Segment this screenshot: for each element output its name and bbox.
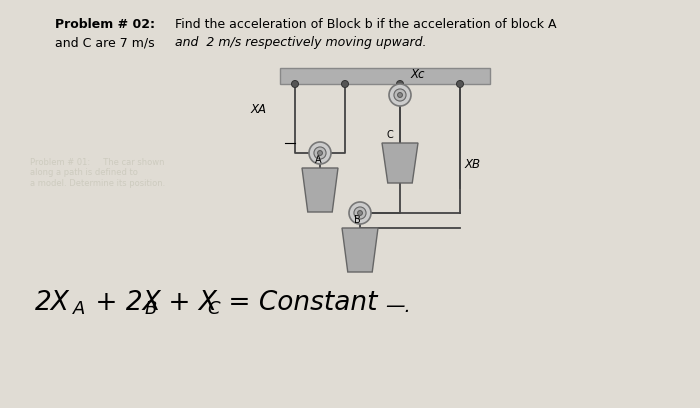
Text: = Constant: = Constant (220, 290, 377, 316)
Text: A: A (73, 300, 85, 318)
Circle shape (456, 80, 463, 87)
Text: Xc: Xc (410, 68, 424, 81)
Polygon shape (342, 228, 378, 272)
Text: Problem # 02:: Problem # 02: (55, 18, 155, 31)
Text: XB: XB (465, 158, 481, 171)
Text: + 2X: + 2X (87, 290, 161, 316)
Circle shape (349, 202, 371, 224)
Circle shape (398, 93, 402, 98)
Text: C: C (207, 300, 220, 318)
Text: B: B (145, 300, 158, 318)
Text: + X: + X (160, 290, 217, 316)
Polygon shape (382, 143, 418, 183)
Circle shape (291, 80, 298, 87)
Circle shape (314, 147, 326, 159)
Text: and C are 7 m/s: and C are 7 m/s (55, 36, 155, 49)
Text: 2X: 2X (35, 290, 70, 316)
Circle shape (354, 207, 366, 219)
Circle shape (309, 142, 331, 164)
Circle shape (389, 84, 411, 106)
Circle shape (394, 89, 406, 101)
Text: Problem # 01:     The car shown
along a path is defined to
a model. Determine it: Problem # 01: The car shown along a path… (30, 158, 165, 188)
Circle shape (396, 80, 403, 87)
Text: B: B (354, 215, 360, 225)
Circle shape (358, 211, 363, 215)
Polygon shape (302, 168, 338, 212)
Text: C: C (386, 130, 393, 140)
Text: XA: XA (251, 103, 267, 116)
Bar (280, 68, 490, 84)
Circle shape (342, 80, 349, 87)
Circle shape (318, 151, 323, 155)
Text: Find the acceleration of Block b if the acceleration of block A: Find the acceleration of Block b if the … (175, 18, 556, 31)
Text: A: A (315, 155, 321, 165)
Text: and  2 m/s respectively moving upward.: and 2 m/s respectively moving upward. (175, 36, 426, 49)
Text: —.: —. (385, 297, 411, 316)
